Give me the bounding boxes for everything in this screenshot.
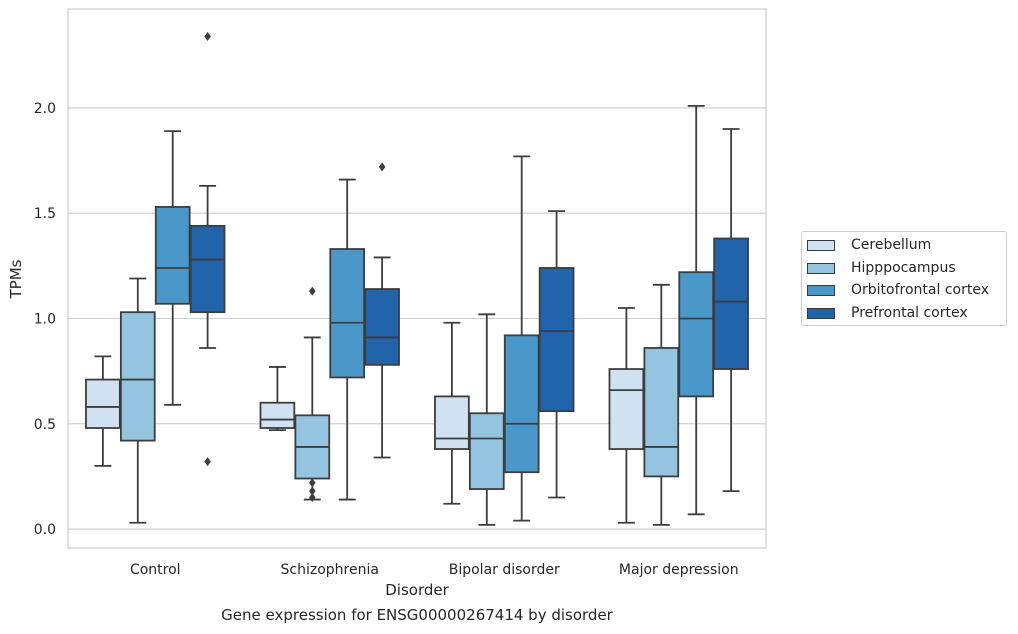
box [678,271,715,398]
box-group [119,277,156,524]
box [154,206,191,305]
box-group [643,283,680,526]
box [364,288,400,366]
box-group [154,130,191,406]
x-tick-label: Schizophrenia [281,562,379,578]
box-group [538,210,575,499]
box [468,412,505,490]
y-tick-label: 2.0 [34,101,56,117]
legend-swatch-hippocampus [807,262,835,274]
outlier-point [204,31,211,41]
x-tick-label: Control [130,562,181,578]
box-group [713,128,749,493]
box [119,311,156,442]
box-group [85,355,121,467]
x-tick-label: Major depression [619,562,739,578]
legend-item-cerebellum: Cerebellum [807,234,931,256]
legend-label-cerebellum: Cerebellum [851,237,932,253]
box-group [468,313,505,526]
box [503,334,540,474]
box [259,401,296,429]
legend-item-orbitofrontal: Orbitofrontal cortex [807,279,989,301]
figure-caption: Gene expression for ENSG00000267414 by d… [221,606,613,624]
box-group [364,162,400,459]
legend-swatch-orbitofrontal [807,284,835,296]
legend-swatch-prefrontal [807,307,835,319]
legend: Cerebellum Hipppocampus Orbitofrontal co… [801,231,1007,326]
y-tick-label: 0.5 [34,417,56,433]
box-group [189,31,226,467]
outlier-point [309,478,316,488]
outlier-point [378,162,386,172]
legend-label-orbitofrontal: Orbitofrontal cortex [851,282,989,298]
box [434,395,470,450]
y-tick-label: 0.0 [34,522,56,538]
box-group [434,321,470,505]
box-marks [85,31,749,526]
y-tick-label: 1.5 [34,206,56,222]
y-tick-label: 1.0 [34,312,56,328]
box [189,224,226,314]
box-group [294,286,331,502]
y-tick-labels: 0.0 0.5 1.0 1.5 2.0 [34,101,56,538]
x-tick-label: Bipolar disorder [449,562,560,578]
x-tick-labels: Control Schizophrenia Bipolar disorder Majo… [130,562,739,578]
box-group [503,155,540,522]
box-group [329,178,366,501]
legend-item-prefrontal: Prefrontal cortex [807,302,968,324]
x-axis-label: Disorder [385,581,449,599]
box [713,237,749,370]
outlier-point [309,492,316,502]
box-group [608,307,645,524]
box-group [259,366,296,431]
legend-item-hippocampus: Hipppocampus [807,257,956,279]
box-group [678,104,715,516]
legend-swatch-cerebellum [807,239,835,251]
box [85,378,121,429]
box [643,347,680,478]
y-axis-label: TPMs [7,259,25,299]
legend-label-prefrontal: Prefrontal cortex [851,305,968,321]
box [538,267,575,413]
outlier-point [309,286,316,296]
outlier-point [309,486,316,496]
box [329,248,366,379]
legend-label-hippocampus: Hipppocampus [851,260,956,276]
box [608,368,645,450]
outlier-point [204,457,211,467]
plot-area-frame [67,8,767,549]
